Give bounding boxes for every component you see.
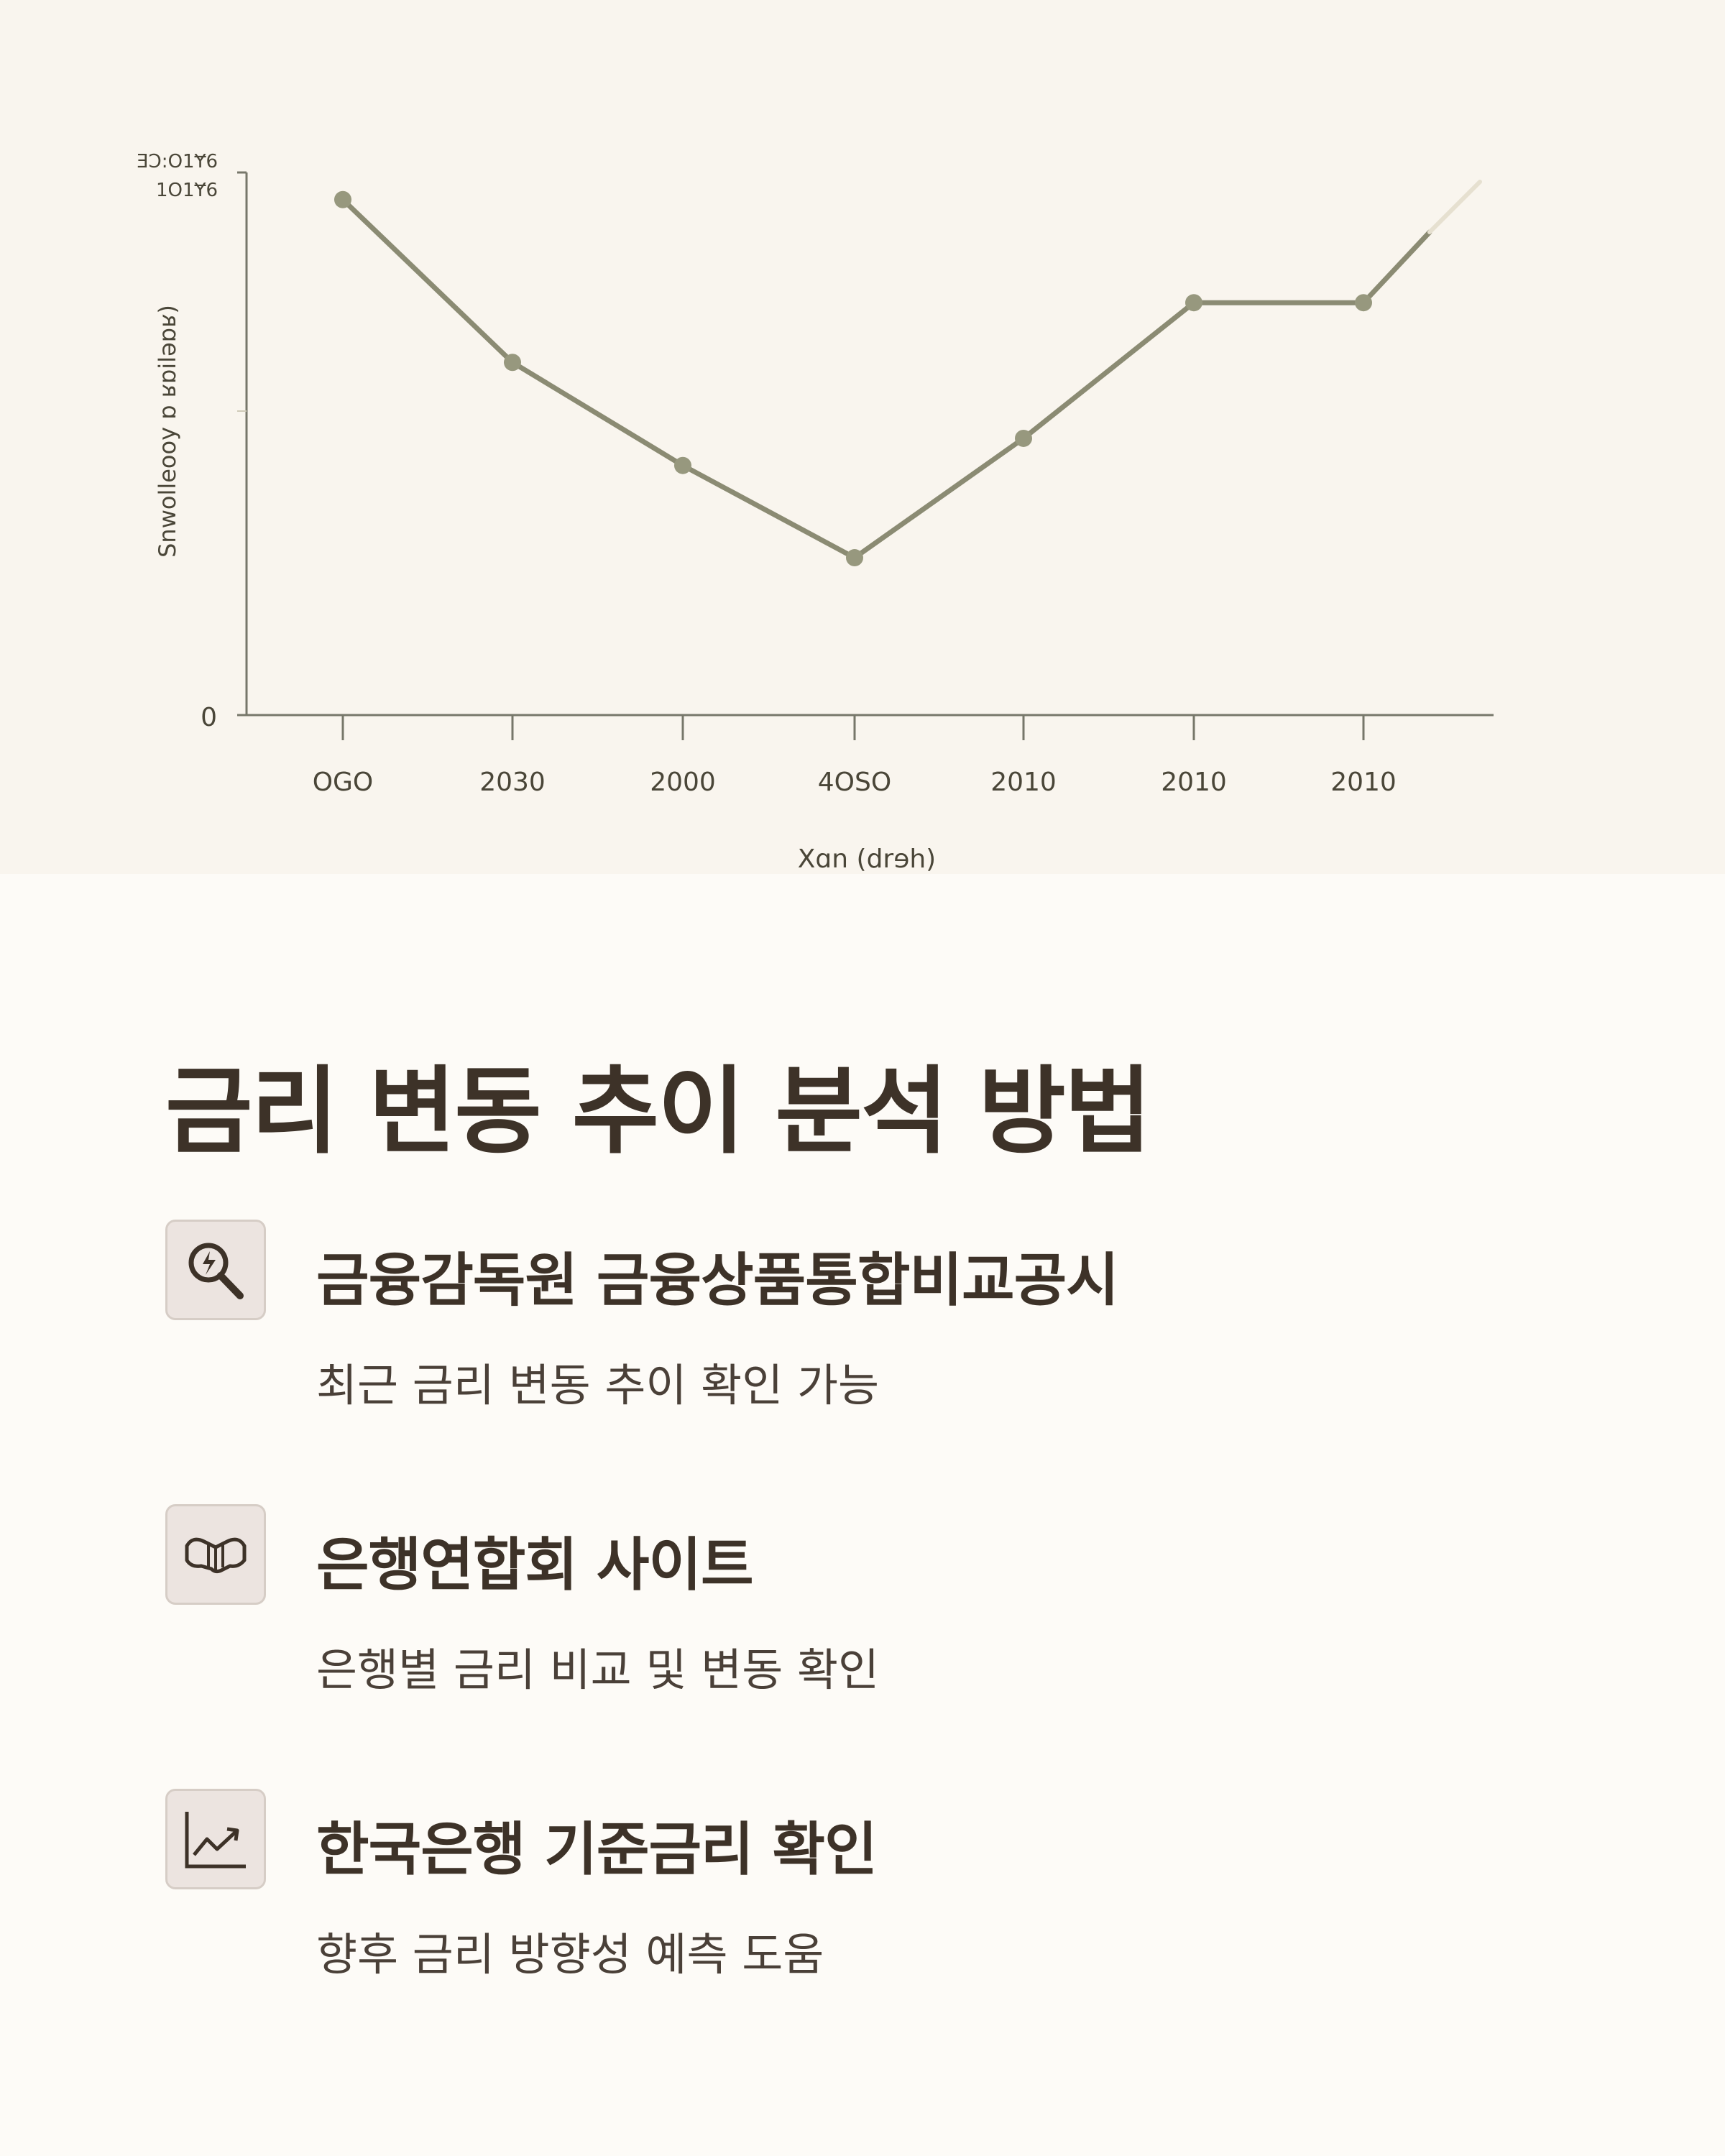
x-tick-label: 2000 — [650, 768, 716, 797]
line-chart: ƎƆ:O1Ɏ6 1O1Ɏ6 0 Snwolleooy ɒ ʁɒiləɒʁ) Xɑ… — [137, 151, 1494, 874]
x-tick-label: 2010 — [990, 768, 1057, 797]
x-tick-label: 4OSO — [818, 768, 891, 797]
item-icon-box — [165, 1504, 266, 1605]
series-line — [341, 198, 1363, 561]
data-point — [1185, 294, 1202, 312]
y-tick-label-zero: 0 — [201, 703, 217, 732]
x-tick-label: 2030 — [479, 768, 546, 797]
page-title: 금리 변동 추이 분석 방법 — [165, 1056, 1151, 1167]
x-axis-title: Xɑn (drɘh) — [798, 844, 936, 874]
series-line-group — [334, 180, 1482, 567]
item-title: 금융감독원 금융상품통합비교공시 — [316, 1247, 1119, 1314]
x-tick-label: OGO — [313, 768, 374, 797]
handshake-icon — [185, 1537, 247, 1574]
data-point — [1015, 429, 1032, 447]
x-axis: Xɑn (drɘh) OGO 2030 2000 4OSO 2010 2010 2010 — [237, 714, 1494, 874]
method-item-bok: 한국은행 기준금리 확인 향후 금리 방향성 예측 도움 — [165, 1789, 1459, 2004]
x-tick-label: 2010 — [1330, 768, 1397, 797]
data-point — [1355, 294, 1372, 312]
data-point — [334, 190, 351, 208]
item-description: 최근 금리 변동 추이 확인 가능 — [316, 1359, 880, 1411]
y-tick-label-top-line1: ƎƆ:O1Ɏ6 — [137, 151, 218, 172]
method-item-kfb: 은행연합회 사이트 은행별 금리 비교 및 변동 확인 — [165, 1504, 1459, 1720]
method-item-fss: 금융감독원 금융상품통합비교공시 최근 금리 변동 추이 확인 가능 — [165, 1220, 1459, 1435]
item-title: 한국은행 기준금리 확인 — [316, 1816, 878, 1883]
y-axis: ƎƆ:O1Ɏ6 1O1Ɏ6 0 Snwolleooy ɒ ʁɒiləɒʁ) — [137, 151, 248, 732]
y-tick-label-top-line2: 1O1Ɏ6 — [156, 180, 218, 201]
y-axis-title: Snwolleooy ɒ ʁɒiləɒʁ) — [154, 305, 181, 558]
x-tick-label: 2010 — [1161, 768, 1227, 797]
item-title: 은행연합회 사이트 — [316, 1531, 754, 1598]
item-icon-box — [165, 1789, 266, 1889]
item-description: 향후 금리 방향성 예측 도움 — [316, 1928, 824, 1981]
line-chart-icon — [185, 1812, 246, 1869]
series-line-extension — [1361, 229, 1432, 305]
item-icon-box — [165, 1220, 266, 1320]
magnifier-lightning-icon — [188, 1243, 244, 1299]
chart-panel: ƎƆ:O1Ɏ6 1O1Ɏ6 0 Snwolleooy ɒ ʁɒiləɒʁ) Xɑ… — [0, 0, 1725, 874]
data-point — [504, 354, 521, 372]
data-point — [674, 456, 691, 474]
data-point — [846, 549, 863, 567]
series-line-fade — [1427, 180, 1482, 235]
item-description: 은행별 금리 비교 및 변동 확인 — [316, 1644, 880, 1696]
